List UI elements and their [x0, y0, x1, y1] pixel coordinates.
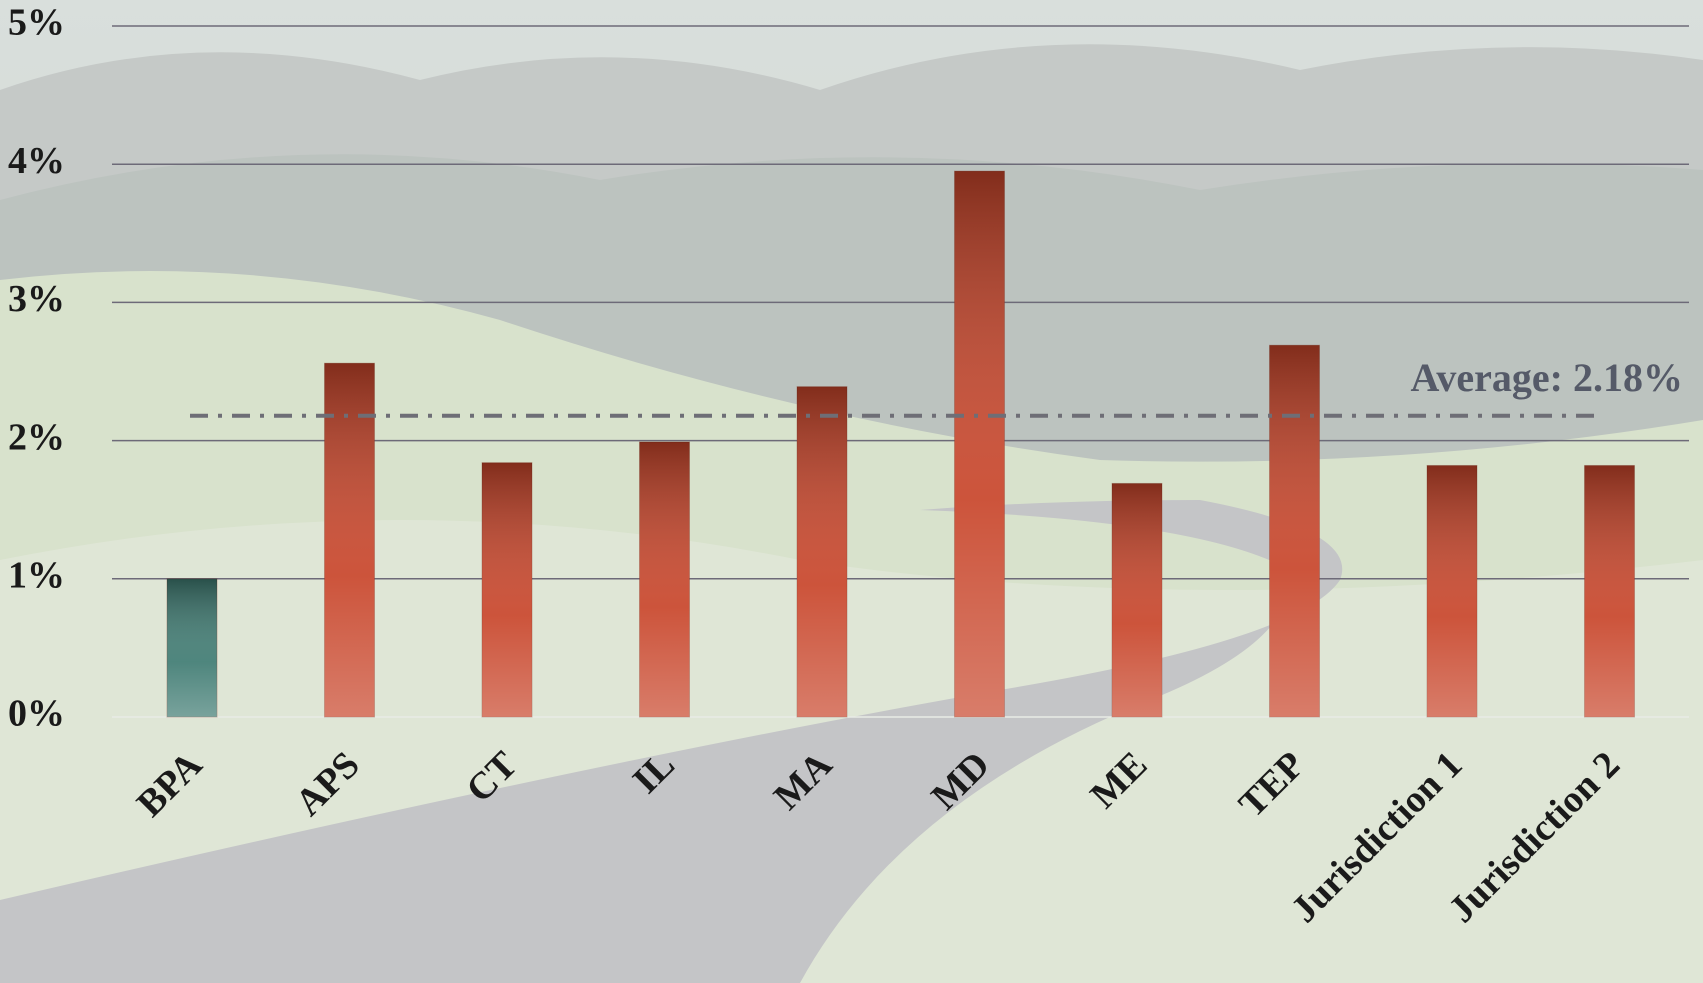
y-tick-label: 4% [8, 140, 65, 182]
y-tick-label: 2% [8, 416, 65, 458]
bar [797, 387, 847, 717]
page: {"chart_data": {"type": "bar", "categori… [0, 0, 1703, 983]
bar [1585, 465, 1635, 717]
bar [1112, 483, 1162, 717]
y-tick-label: 1% [8, 555, 65, 597]
bar [1270, 345, 1320, 717]
bar [482, 463, 532, 717]
bar [640, 442, 690, 717]
bar [1427, 465, 1477, 717]
average-label: Average: 2.18% [1411, 355, 1684, 400]
y-tick-label: 3% [8, 278, 65, 320]
bar [955, 171, 1005, 717]
bar [167, 579, 217, 717]
chart: 0%1%2%3%4%5%BPAAPSCTILMAMDMETEPJurisdict… [0, 0, 1703, 983]
y-tick-label: 5% [8, 2, 65, 44]
y-tick-label: 0% [8, 693, 65, 735]
